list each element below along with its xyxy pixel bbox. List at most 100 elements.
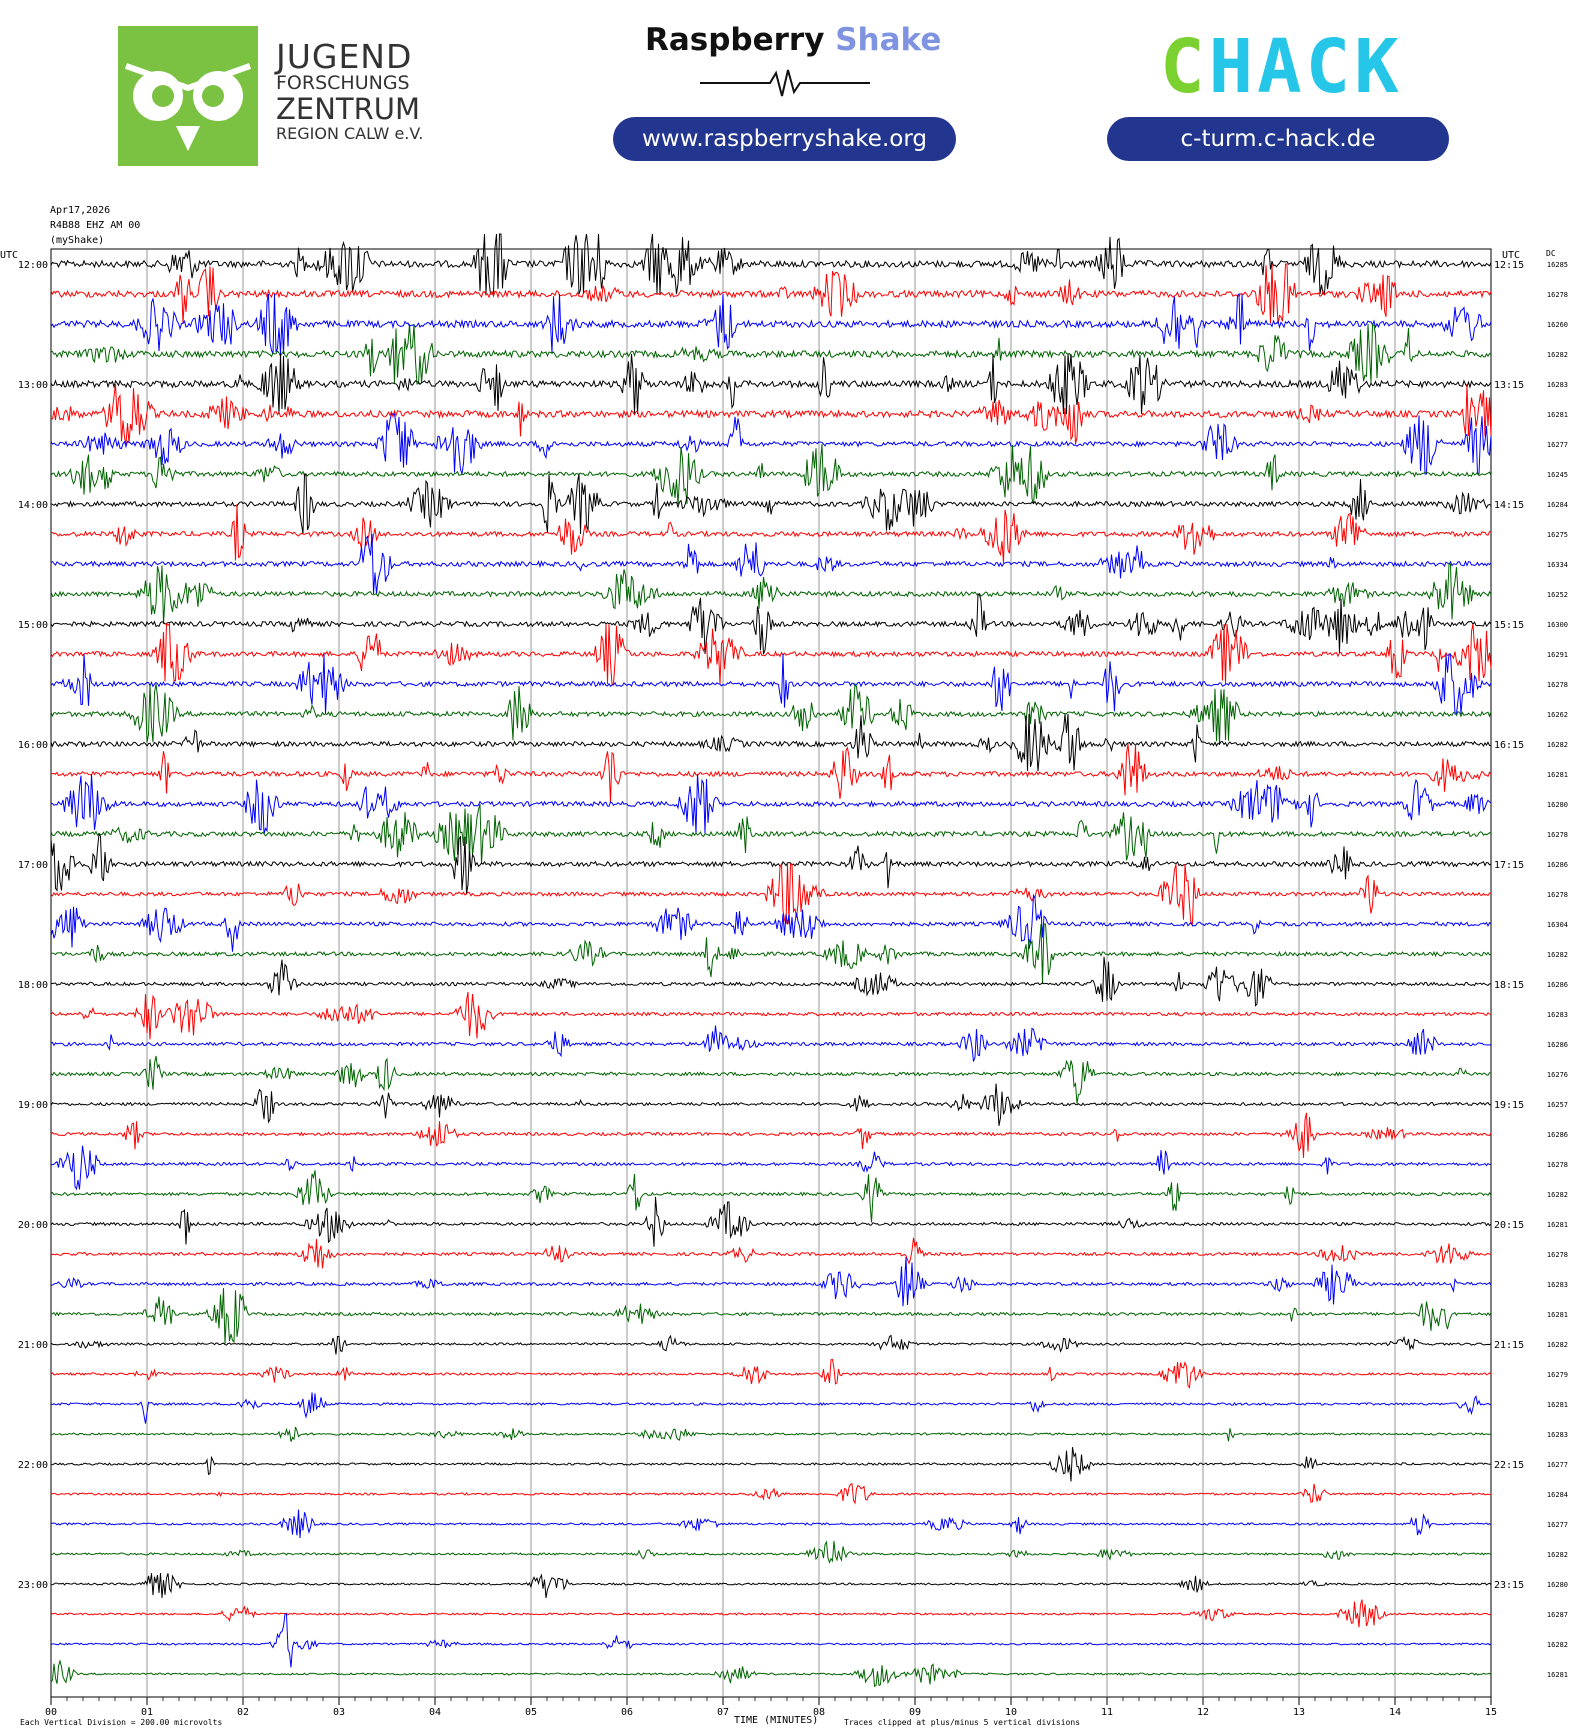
jfz-line2: FORSCHUNGS	[276, 72, 410, 94]
hour-label-left: 16:00	[18, 740, 48, 751]
x-tick-label: 03	[333, 1707, 345, 1718]
trace-line	[50, 803, 1492, 865]
dc-offset-label: 16287	[1547, 1611, 1568, 1619]
x-tick-label: 02	[237, 1707, 249, 1718]
hour-label-left: 13:00	[18, 380, 48, 391]
chack-first-letter: C	[1160, 24, 1209, 110]
hour-label-left: 22:00	[18, 1460, 48, 1471]
trace-line	[50, 1083, 1492, 1126]
dc-offset-label: 16286	[1547, 861, 1568, 869]
trace-line	[50, 1358, 1492, 1389]
dc-offset-label: 16283	[1547, 1011, 1568, 1019]
dc-offset-label: 16304	[1547, 921, 1568, 929]
utc-label-left: UTC	[0, 250, 19, 261]
x-tick-label: 09	[909, 1707, 921, 1718]
jfz-line4: REGION CALW e.V.	[276, 124, 424, 143]
dc-offset-label: 16281	[1547, 1221, 1568, 1229]
dc-offset-label: 16286	[1547, 1041, 1568, 1049]
hour-label-right: 14:15	[1494, 500, 1524, 511]
hour-label-left: 17:00	[18, 860, 48, 871]
dc-offset-label: 16285	[1547, 261, 1568, 269]
dc-offset-label: 16282	[1547, 1551, 1568, 1559]
data-source: (myShake)	[50, 235, 105, 246]
dc-offset-label: 16278	[1547, 1161, 1568, 1169]
hour-label-left: 14:00	[18, 500, 48, 511]
owl-logo-icon	[118, 26, 258, 166]
dc-offset-label: 16279	[1547, 1371, 1568, 1379]
dc-offset-label: 16291	[1547, 651, 1568, 659]
station-code: R4B88 EHZ AM 00	[50, 220, 141, 231]
jfz-line1: JUGEND	[276, 37, 413, 76]
dc-offset-label: 16277	[1547, 1461, 1568, 1469]
hour-label-left: 20:00	[18, 1220, 48, 1231]
utc-label-right: UTC	[1502, 250, 1521, 261]
trace-line	[50, 832, 1492, 895]
trace-line	[50, 713, 1492, 772]
dc-offset-label: 16282	[1547, 741, 1568, 749]
dc-offset-label: 16275	[1547, 531, 1568, 539]
x-tick-label: 11	[1101, 1707, 1113, 1718]
dc-offset-label: 16277	[1547, 1521, 1568, 1529]
clip-note: Traces clipped at plus/minus 5 vertical …	[844, 1718, 1081, 1727]
trace-line	[50, 1025, 1492, 1062]
chack-url-link[interactable]: c-turm.c-hack.de	[1107, 117, 1449, 161]
hour-label-right: 18:15	[1494, 980, 1524, 991]
dc-offset-label: 16283	[1547, 381, 1568, 389]
trace-line	[50, 1170, 1492, 1223]
trace-line	[50, 1055, 1492, 1104]
trace-line	[50, 1334, 1492, 1355]
raspberryshake-url-link[interactable]: www.raspberryshake.org	[613, 117, 956, 161]
jfz-wordmark: JUGEND FORSCHUNGS ZENTRUM REGION CALW e.…	[276, 40, 423, 142]
dc-offset-label: 16260	[1547, 321, 1568, 329]
trace-line	[51, 1145, 1492, 1191]
trace-line	[50, 1392, 1492, 1424]
hour-label-right: 19:15	[1494, 1100, 1524, 1111]
dc-offset-label: 16278	[1547, 291, 1568, 299]
x-axis-title: TIME (MINUTES)	[734, 1715, 819, 1726]
dc-offset-label: 16276	[1547, 1071, 1568, 1079]
dc-offset-label: 16281	[1547, 411, 1568, 419]
x-tick-label: 15	[1485, 1707, 1497, 1718]
dc-offset-label: 16282	[1547, 351, 1568, 359]
hour-label-right: 13:15	[1494, 380, 1524, 391]
trace-line	[50, 292, 1492, 355]
trace-line	[50, 743, 1492, 804]
dc-offset-label: 16282	[1547, 951, 1568, 959]
trace-line	[50, 233, 1492, 295]
x-tick-label: 07	[717, 1707, 729, 1718]
dc-offset-label: 16280	[1547, 801, 1568, 809]
hour-label-right: 21:15	[1494, 1340, 1524, 1351]
trace-line	[50, 563, 1492, 625]
dc-offset-label: 16286	[1547, 981, 1568, 989]
trace-line	[50, 1256, 1492, 1307]
dc-offset-label: 16278	[1547, 891, 1568, 899]
trace-line	[50, 323, 1492, 385]
trace-line	[50, 593, 1492, 655]
x-tick-label: 05	[525, 1707, 537, 1718]
trace-line	[50, 773, 1492, 835]
plot-date: Apr17,2026	[50, 205, 111, 216]
trace-line	[50, 1112, 1492, 1158]
hour-label-right: 16:15	[1494, 740, 1524, 751]
trace-line	[50, 1659, 1492, 1687]
dc-offset-label: 16283	[1547, 1431, 1568, 1439]
trace-line	[50, 1613, 1492, 1668]
dc-offset-label: 16252	[1547, 591, 1568, 599]
dc-offset-label: 16278	[1547, 831, 1568, 839]
x-tick-label: 06	[621, 1707, 633, 1718]
plot-frame	[50, 248, 1492, 1698]
hour-label-left: 18:00	[18, 980, 48, 991]
trace-line	[51, 1287, 1492, 1345]
chack-rest-letters: HACK	[1208, 24, 1403, 110]
hour-label-left: 12:00	[18, 260, 48, 271]
x-tick-label: 00	[45, 1707, 57, 1718]
trace-line	[50, 991, 1492, 1040]
trace-line	[50, 383, 1492, 445]
dc-offset-label: 16278	[1547, 681, 1568, 689]
dc-offset-label: 16284	[1547, 501, 1568, 509]
seismic-traces	[50, 233, 1492, 1687]
trace-line	[50, 473, 1492, 535]
x-tick-label: 04	[429, 1707, 441, 1718]
x-tick-label: 08	[813, 1707, 825, 1718]
